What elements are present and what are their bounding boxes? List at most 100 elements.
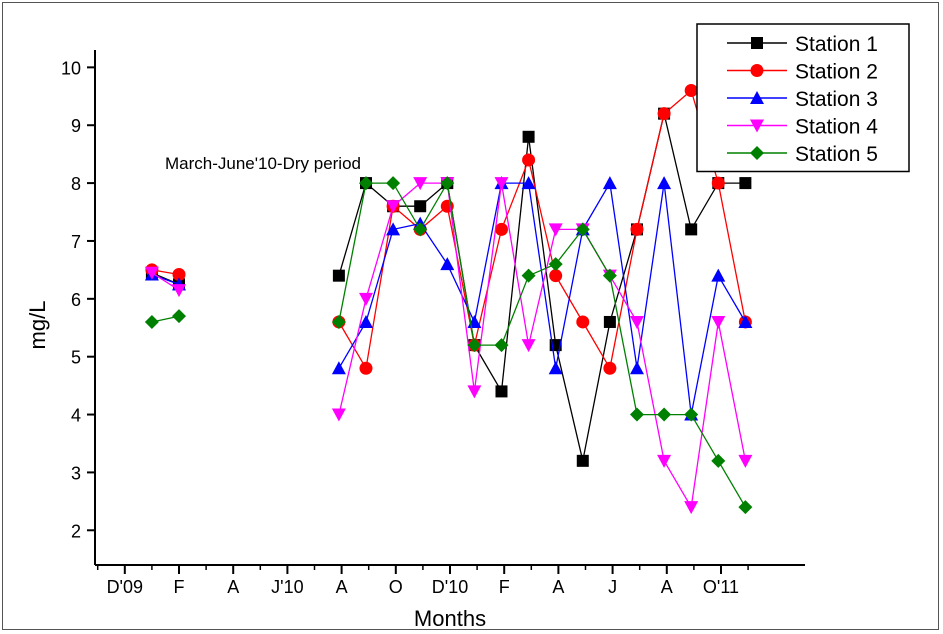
data-point (711, 315, 726, 329)
data-point (413, 177, 428, 191)
data-point (711, 176, 725, 190)
data-point (386, 200, 401, 214)
data-point (576, 454, 589, 467)
data-point (657, 407, 672, 422)
series-4 (144, 177, 753, 515)
data-point (684, 407, 699, 422)
data-point (521, 176, 536, 190)
data-point (331, 314, 346, 329)
data-point (144, 266, 159, 280)
data-point (602, 176, 617, 190)
data-point (629, 407, 644, 422)
data-point (739, 177, 752, 190)
y-tick-label: 8 (71, 174, 81, 194)
y-tick-label: 5 (71, 348, 81, 368)
data-point (629, 315, 644, 329)
data-point (467, 385, 482, 399)
x-tick-label: O (389, 577, 403, 597)
x-tick-label: D'10 (432, 577, 468, 597)
x-tick-label: A (227, 577, 239, 597)
data-point (494, 222, 508, 236)
data-point (414, 200, 427, 213)
data-point (738, 314, 753, 328)
series-line (338, 89, 747, 371)
legend-marker (750, 91, 764, 104)
data-point (657, 107, 671, 121)
data-point (521, 268, 536, 283)
legend-label: Station 5 (795, 143, 878, 166)
data-point (548, 257, 563, 272)
legend: Station 1 Station 2 Station 3 Station 4 Stat… (696, 23, 910, 173)
data-point (603, 361, 617, 375)
data-point (332, 269, 345, 282)
data-point (522, 130, 535, 143)
data-point (172, 268, 186, 282)
data-point (657, 454, 672, 468)
data-point (494, 338, 509, 353)
data-point (440, 257, 455, 271)
data-point (711, 453, 726, 468)
data-point (657, 176, 672, 190)
data-point (172, 309, 187, 324)
data-point (685, 223, 698, 236)
series-line (338, 182, 747, 510)
x-tick-label: D'09 (107, 577, 143, 597)
x-tick-label: J (608, 577, 617, 597)
data-point (358, 314, 373, 328)
data-point (684, 501, 699, 515)
data-point (548, 361, 563, 375)
x-tick-label: O'11 (703, 577, 739, 597)
data-point (548, 223, 563, 237)
legend-marker (751, 37, 763, 49)
x-tick-label: F (174, 577, 185, 597)
data-point (549, 269, 563, 283)
dry-period-annotation: March-June'10-Dry period (165, 154, 361, 173)
x-axis-label: Months (414, 606, 486, 631)
series-2 (145, 84, 752, 375)
y-tick-label: 3 (71, 463, 81, 483)
legend-marker (750, 64, 764, 77)
data-point (522, 153, 536, 167)
y-tick-label: 7 (71, 232, 81, 252)
legend-label: Station 3 (795, 88, 878, 111)
y-tick-label: 10 (61, 58, 81, 78)
y-tick-label: 2 (71, 521, 81, 541)
data-point (359, 361, 373, 375)
data-point (576, 315, 590, 329)
x-tick-label: A (552, 577, 564, 597)
data-point (331, 361, 346, 375)
data-point (386, 222, 401, 236)
legend-marker (750, 119, 764, 133)
data-point (602, 268, 617, 283)
series-5 (144, 176, 753, 515)
data-point (494, 177, 509, 191)
data-point (495, 385, 508, 398)
series-line (338, 181, 746, 508)
data-point (738, 454, 753, 468)
x-tick-label: J'10 (271, 577, 303, 597)
y-tick-label: 6 (71, 290, 81, 310)
data-point (575, 222, 590, 237)
legend-label: Station 1 (795, 33, 878, 56)
data-point (331, 408, 346, 422)
data-point (386, 176, 401, 191)
data-point (630, 222, 644, 236)
data-point (172, 284, 187, 298)
data-point (413, 222, 428, 237)
y-tick-label: 4 (71, 406, 81, 426)
legend-label: Station 2 (795, 61, 878, 84)
data-point (467, 338, 482, 353)
data-point (358, 176, 373, 191)
data-point (440, 176, 455, 191)
data-point (684, 84, 698, 98)
data-point (521, 339, 536, 353)
y-tick-label: 9 (71, 116, 81, 136)
legend-marker (750, 146, 764, 160)
y-axis-label: mg/L (25, 301, 50, 350)
x-tick-label: A (336, 577, 348, 597)
data-point (358, 292, 373, 306)
data-point (144, 314, 159, 329)
axes: 2 3 4 5 6 7 8 9 10 D'09 F A J'10 A O D'10 F A J A O'11 (61, 50, 805, 597)
plot-area (144, 84, 753, 515)
